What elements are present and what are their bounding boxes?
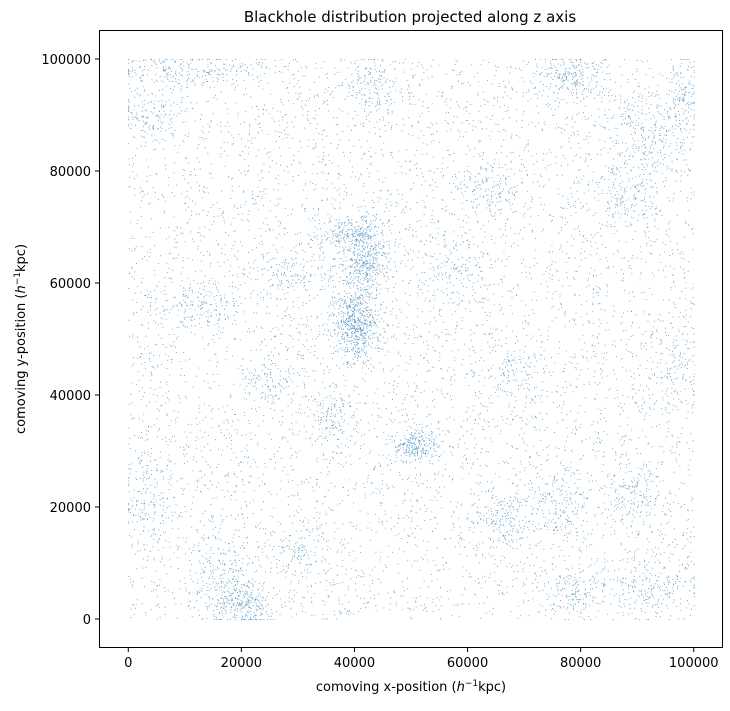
- x-tick-label: 100000: [669, 656, 719, 671]
- x-tick-label: 0: [124, 656, 132, 671]
- x-tick-label: 80000: [560, 656, 601, 671]
- data-points: [128, 59, 695, 620]
- x-tick-label: 40000: [334, 656, 375, 671]
- blackhole-point: [128, 59, 695, 620]
- x-axis-ticks: 0 20000 40000 60000 80000 100000: [124, 647, 719, 671]
- y-tick-label: 60000: [50, 277, 91, 292]
- y-tick-label: 100000: [41, 53, 91, 68]
- x-tick-label: 60000: [447, 656, 488, 671]
- plot-frame: [99, 30, 723, 648]
- y-tick-label: 0: [83, 613, 91, 628]
- x-axis-label: comoving x-position (h−1kpc): [316, 679, 506, 695]
- x-tick-label: 20000: [221, 656, 262, 671]
- y-axis-ticks: 0 20000 40000 60000 80000 100000: [41, 53, 100, 628]
- y-tick-label: 40000: [50, 389, 91, 404]
- chart-title: Blackhole distribution projected along z…: [244, 8, 576, 26]
- y-tick-label: 20000: [50, 501, 91, 516]
- y-axis-label: comoving y-position (h−1kpc): [13, 244, 29, 434]
- y-tick-label: 80000: [50, 165, 91, 180]
